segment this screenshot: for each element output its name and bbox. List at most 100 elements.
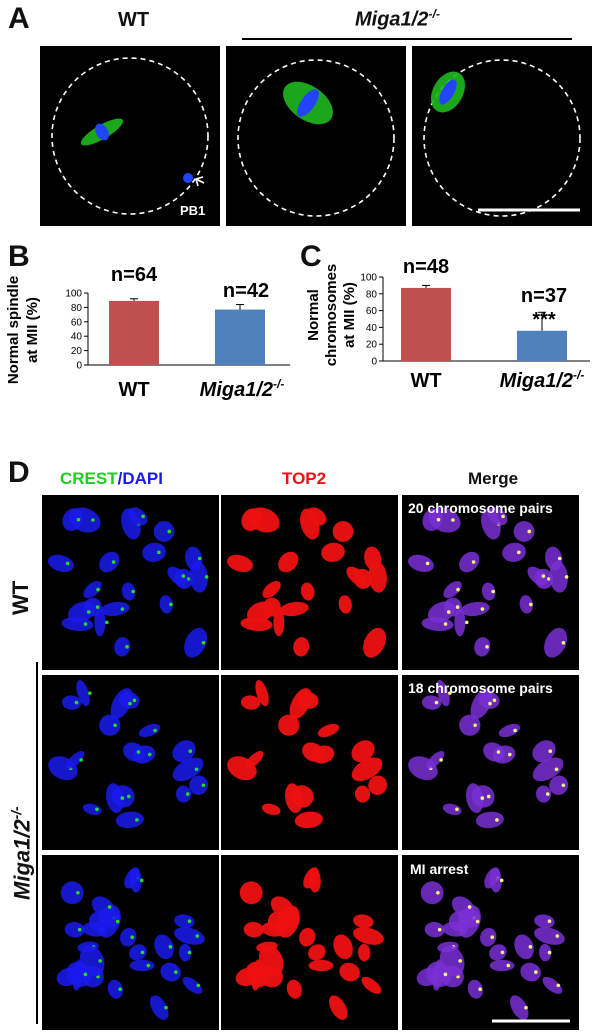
chromosome-blob: [261, 803, 281, 815]
centromere-dot: [140, 950, 145, 955]
centromere-dot: [135, 818, 139, 822]
centromere-dot: [524, 1005, 528, 1010]
centromere-dot: [146, 963, 151, 968]
chromosome-blob: [115, 811, 144, 829]
chromosome-blob: [99, 551, 120, 573]
centromere-dot: [499, 878, 504, 883]
annotation-18-pairs: 18 chromosome pairs: [408, 680, 553, 696]
centromere-dot: [76, 517, 81, 522]
chromosome-blob: [346, 566, 367, 586]
centromere-dot: [113, 723, 117, 728]
centromere-dot: [529, 602, 533, 607]
chromosome-blob: [426, 961, 452, 988]
y-tick-label: 20: [71, 346, 83, 357]
mutant-group-line: [242, 38, 572, 40]
chromosome-blob: [513, 521, 535, 542]
chromosome-blob: [329, 995, 348, 1020]
chromosome-blob: [48, 554, 74, 572]
oocyte-mutant-image-2: [412, 46, 592, 226]
chromosome-blob: [129, 868, 142, 893]
micrograph-mutant-a-crest-dapi: [42, 675, 219, 850]
micrograph-wt-merge: [402, 495, 579, 670]
chromosome-blob: [442, 803, 462, 815]
chromosome-blob: [358, 943, 371, 962]
chromosome-blob: [91, 896, 115, 918]
centromere-dot: [76, 891, 80, 895]
chromosome-blob: [172, 740, 196, 763]
chromosome-blob: [278, 714, 300, 736]
chromosome-blob: [338, 595, 352, 614]
column-header-crest-dapi: CREST/DAPI: [60, 470, 163, 487]
centromere-dot: [528, 945, 533, 949]
chromosome-blob: [286, 979, 302, 999]
centromere-dot: [527, 529, 532, 534]
oocyte-outline: [51, 57, 209, 215]
chromosome-blob: [470, 688, 493, 719]
centromere-dot: [132, 698, 137, 703]
chart-b-ylabel-1: Normal spindle: [5, 276, 22, 384]
centromere-dot: [139, 878, 144, 883]
chart-b-n-wt: n=64: [111, 264, 158, 286]
chromosome-blob: [420, 881, 444, 905]
chromosome-blob: [306, 507, 327, 526]
mutant-rows-line: [36, 662, 38, 1024]
bar: [215, 309, 265, 365]
row-label-wt: WT: [8, 580, 33, 615]
chromosome-blob: [302, 742, 324, 762]
centromere-dot: [557, 556, 562, 561]
spindle-wt: [80, 118, 124, 146]
chromosome-blob: [289, 688, 312, 719]
chromosome-blob: [549, 775, 569, 795]
centromere-dot: [126, 794, 131, 799]
chromosome-blob: [308, 944, 326, 961]
centromere-dot: [83, 622, 88, 626]
chart-c-ylabel-1: Normal: [305, 289, 322, 341]
centromere-dot: [197, 556, 202, 561]
chromosome-blob: [317, 723, 340, 738]
chromosome-blob: [549, 561, 568, 593]
centromere-dot: [436, 517, 441, 522]
micrograph-mutant-b-crest-dapi: [42, 855, 219, 1030]
centromere-dot: [77, 927, 82, 932]
polar-body: [183, 173, 193, 183]
centromere-dot: [425, 561, 430, 566]
y-tick-label: 40: [71, 332, 83, 343]
centromere-dot: [455, 605, 460, 609]
centromere-dot: [467, 905, 472, 909]
chromosome-blob: [542, 976, 563, 994]
chromosome-blob: [353, 927, 384, 945]
chromosome-blob: [129, 944, 147, 961]
chromosome-blob: [502, 542, 526, 562]
centromere-dot: [496, 750, 501, 754]
chromosome-blob: [299, 927, 316, 947]
chromosome-blob: [66, 751, 85, 769]
chromosome-blob: [422, 508, 443, 532]
chart-c: Normal chromosomes at MII (%) 0 20 40 60 80 1…: [305, 256, 590, 392]
chromosome-blob: [424, 921, 445, 938]
centromere-dot: [434, 700, 439, 705]
centromere-dot: [507, 752, 512, 757]
chromosome-blob: [539, 943, 552, 962]
chart-c-xlabel-mutant: Miga1/2-/-: [500, 368, 585, 392]
centromere-dot: [501, 514, 505, 519]
centromere-dot: [107, 905, 112, 909]
chart-b-plot: 0 20 40 60 80 100: [65, 289, 290, 372]
chromosome-blob: [498, 723, 521, 738]
chromosome-blob: [294, 811, 323, 829]
chromosome-blob: [535, 785, 552, 803]
pb1-arrow-icon: [195, 176, 205, 187]
centromere-dot: [181, 574, 186, 578]
chromosome-blob: [368, 561, 387, 593]
centromere-dot: [443, 622, 448, 626]
chromosome-blob: [427, 601, 456, 623]
bar: [401, 287, 451, 361]
chart-c-n-wt: n=48: [403, 256, 449, 278]
centromere-dot: [446, 610, 451, 614]
centromere-dot: [547, 950, 552, 955]
centromere-dot: [495, 818, 499, 822]
centromere-dot: [201, 783, 206, 788]
centromere-dot: [492, 698, 497, 703]
chromosome-blob: [421, 695, 442, 710]
centromere-dot: [443, 972, 448, 977]
chromosome-blob: [182, 976, 203, 994]
